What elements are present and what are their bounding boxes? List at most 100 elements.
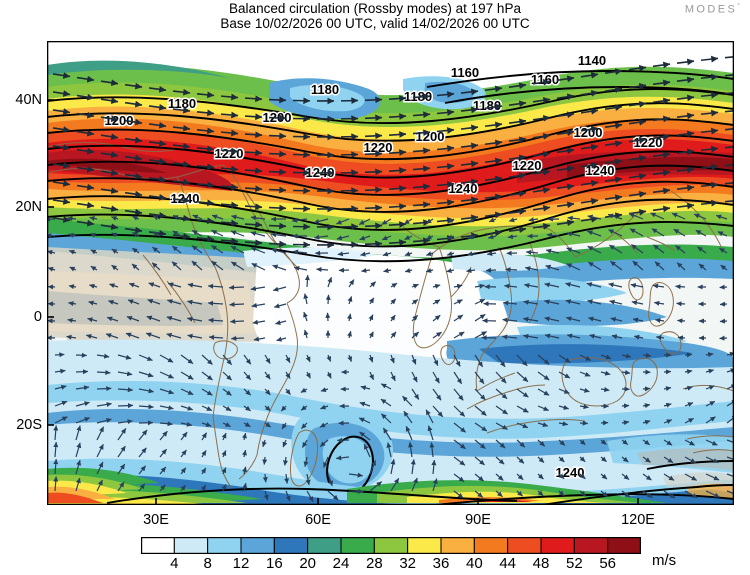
wind-arrow	[365, 226, 382, 227]
watermark-text: MODES	[685, 4, 737, 16]
x-tick-text: 90E	[465, 512, 491, 528]
title-line-2: Base 10/02/2026 00 UTC, valid 14/02/2026…	[0, 16, 750, 31]
wind-arrow	[389, 188, 406, 189]
colorbar-bin	[474, 537, 507, 554]
wind-arrow	[365, 154, 382, 155]
colorbar-bin	[508, 537, 541, 554]
wind-arrow	[720, 338, 727, 339]
wind-arrow	[365, 136, 382, 137]
wind-arrow	[505, 269, 517, 270]
colorbar-tick-label: 32	[393, 555, 423, 572]
wind-arrow	[389, 116, 406, 117]
x-tick-text: 60E	[305, 512, 331, 528]
wind-arrow	[677, 303, 685, 304]
y-axis-label-20s: 20S	[0, 417, 42, 433]
wind-arrow	[389, 242, 406, 243]
contour-label: 1220	[513, 158, 542, 173]
y-tick-text: 40N	[15, 92, 42, 108]
wind-arrow	[720, 304, 727, 305]
wind-arrow	[245, 242, 262, 243]
wind-arrow	[389, 206, 406, 207]
colorbar-bin	[274, 537, 307, 554]
colorbar-tick-label: 8	[193, 555, 223, 572]
x-axis-label-30e: 30E	[121, 512, 191, 528]
x-tick-text: 120E	[621, 512, 655, 528]
colorbar-tick-label: 20	[293, 555, 323, 572]
wind-arrow	[365, 190, 382, 191]
colorbar-tick-label: 56	[593, 555, 623, 572]
contour-label: 1180	[473, 98, 501, 113]
colorbar-bin	[208, 537, 241, 554]
wind-arrow	[245, 206, 262, 207]
colorbar-swatches	[141, 537, 641, 554]
contour-label: 1140	[578, 53, 606, 68]
wind-arrow	[118, 405, 133, 406]
wind-arrow	[67, 218, 76, 219]
wind-arrow	[327, 313, 328, 321]
wind-arrow	[76, 371, 88, 372]
colorbar-bin	[174, 537, 207, 554]
wind-arrow	[664, 371, 671, 372]
wind-arrow	[269, 100, 286, 101]
contour-label: 1220	[364, 140, 393, 155]
wind-arrow	[307, 275, 308, 287]
wind-arrow	[245, 116, 262, 117]
wind-arrow	[389, 224, 406, 225]
wind-arrow	[245, 170, 262, 171]
contour-label: 1160	[531, 72, 559, 87]
wind-arrow	[264, 457, 265, 465]
contour-label: 1240	[556, 465, 585, 480]
y-tick-text: 20N	[15, 199, 42, 215]
wind-arrow	[269, 136, 286, 137]
wind-arrow	[269, 244, 286, 245]
colorbar-tick-label: 52	[559, 555, 589, 572]
contour-label: 1200	[574, 125, 603, 140]
contour-label: 1180	[168, 96, 196, 111]
wind-arrow	[365, 100, 382, 101]
wind-arrow	[389, 170, 406, 171]
wind-arrow	[389, 152, 406, 153]
colorbar-tick-label: 48	[526, 555, 556, 572]
colorbar-tick-label: 24	[326, 555, 356, 572]
wind-arrow	[328, 295, 329, 304]
wind-arrow	[55, 354, 64, 355]
colorbar-tick-label: 44	[493, 555, 523, 572]
colorbar-tick-label: 40	[459, 555, 489, 572]
wind-arrow	[245, 98, 262, 99]
y-axis-label-40n: 40N	[0, 92, 42, 108]
wind-arrow	[389, 134, 406, 135]
wind-arrow	[97, 388, 111, 389]
colorbar-tick-label: 36	[426, 555, 456, 572]
colorbar-bin	[341, 537, 374, 554]
wind-arrow	[245, 152, 262, 153]
chart-title: Balanced circulation (Rossby modes) at 1…	[0, 1, 750, 31]
wind-arrow	[230, 304, 244, 305]
x-axis-label-90e: 90E	[443, 512, 513, 528]
title-line-1: Balanced circulation (Rossby modes) at 1…	[0, 1, 750, 16]
wind-arrow	[265, 474, 266, 482]
wind-arrow	[365, 208, 382, 209]
x-tick-text: 30E	[143, 512, 169, 528]
x-axis-label-120e: 120E	[603, 512, 673, 528]
wind-arrow	[245, 188, 262, 189]
wind-arrow	[622, 405, 629, 406]
wind-arrow	[720, 287, 727, 288]
wind-arrow	[269, 172, 286, 173]
wind-arrow	[245, 134, 262, 135]
wind-arrow	[97, 372, 110, 373]
y-tick-text: 20S	[16, 417, 42, 433]
y-tick-text: 0	[34, 309, 42, 325]
wind-arrow	[720, 321, 727, 322]
colorbar-tick-label: 28	[359, 555, 389, 572]
wind-arrow	[231, 338, 244, 339]
colorbar-bin	[308, 537, 341, 554]
wind-arrow	[269, 226, 286, 227]
wind-arrow	[389, 98, 406, 99]
y-axis-label-20n: 20N	[0, 199, 42, 215]
colorbar-tick-label: 12	[226, 555, 256, 572]
wind-arrow	[685, 354, 692, 355]
